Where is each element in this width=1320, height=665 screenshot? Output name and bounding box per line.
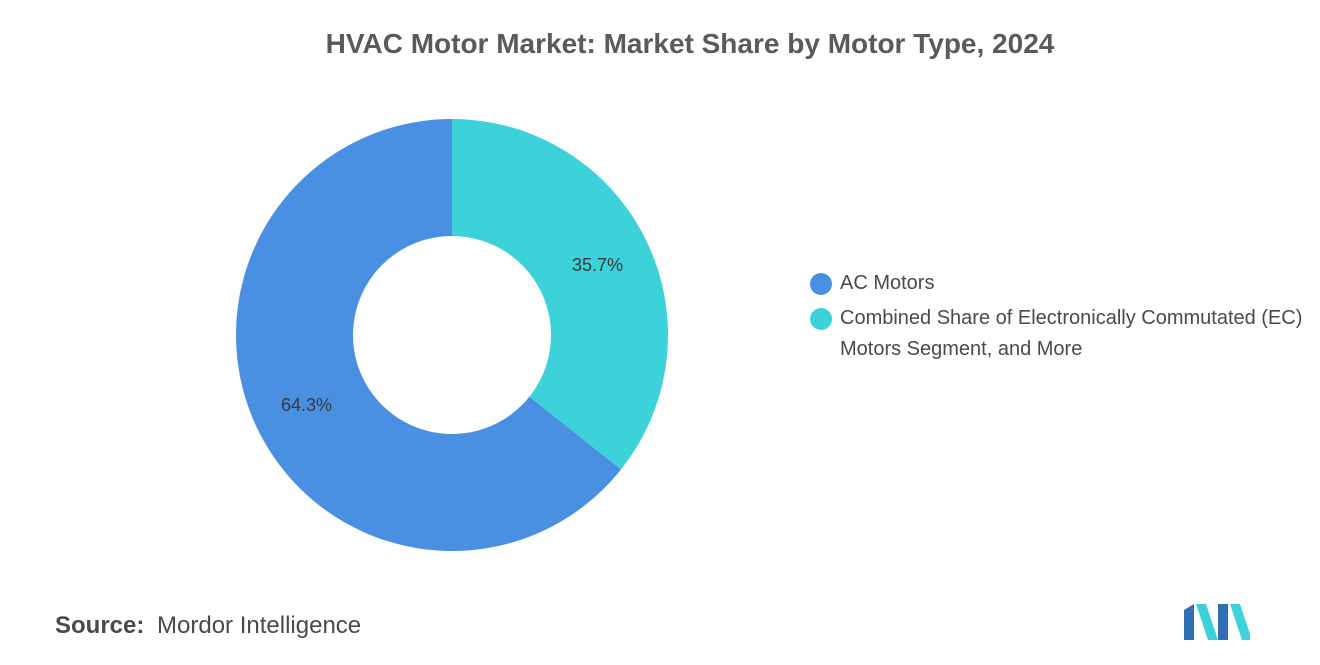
slice-label-ec-motors: 35.7% xyxy=(572,255,623,275)
legend-swatch-ec-motors xyxy=(810,308,832,330)
mordor-intelligence-logo-icon xyxy=(1184,604,1250,640)
source-key: Source: xyxy=(55,612,145,639)
slice-ac-motors xyxy=(235,119,621,552)
source-value: Mordor Intelligence xyxy=(157,612,362,639)
source-note: Source: Mordor Intelligence xyxy=(55,612,361,640)
slice-label-ac-motors: 64.3% xyxy=(281,395,332,415)
slice-ec-motors-and-more xyxy=(452,119,668,470)
legend-label-ac-motors: AC Motors xyxy=(840,272,935,294)
legend-item-ec-motors: Combined Share of Electronically Commuta… xyxy=(810,307,1310,365)
legend-label-ec-motors: Combined Share of Electronically Commuta… xyxy=(840,307,1303,360)
chart-title: HVAC Motor Market: Market Share by Motor… xyxy=(325,28,1055,59)
legend-item-ac-motors: AC Motors xyxy=(810,272,1310,299)
legend: AC Motors Combined Share of Electronical… xyxy=(810,272,1310,373)
legend-swatch-ac-motors xyxy=(810,273,832,295)
